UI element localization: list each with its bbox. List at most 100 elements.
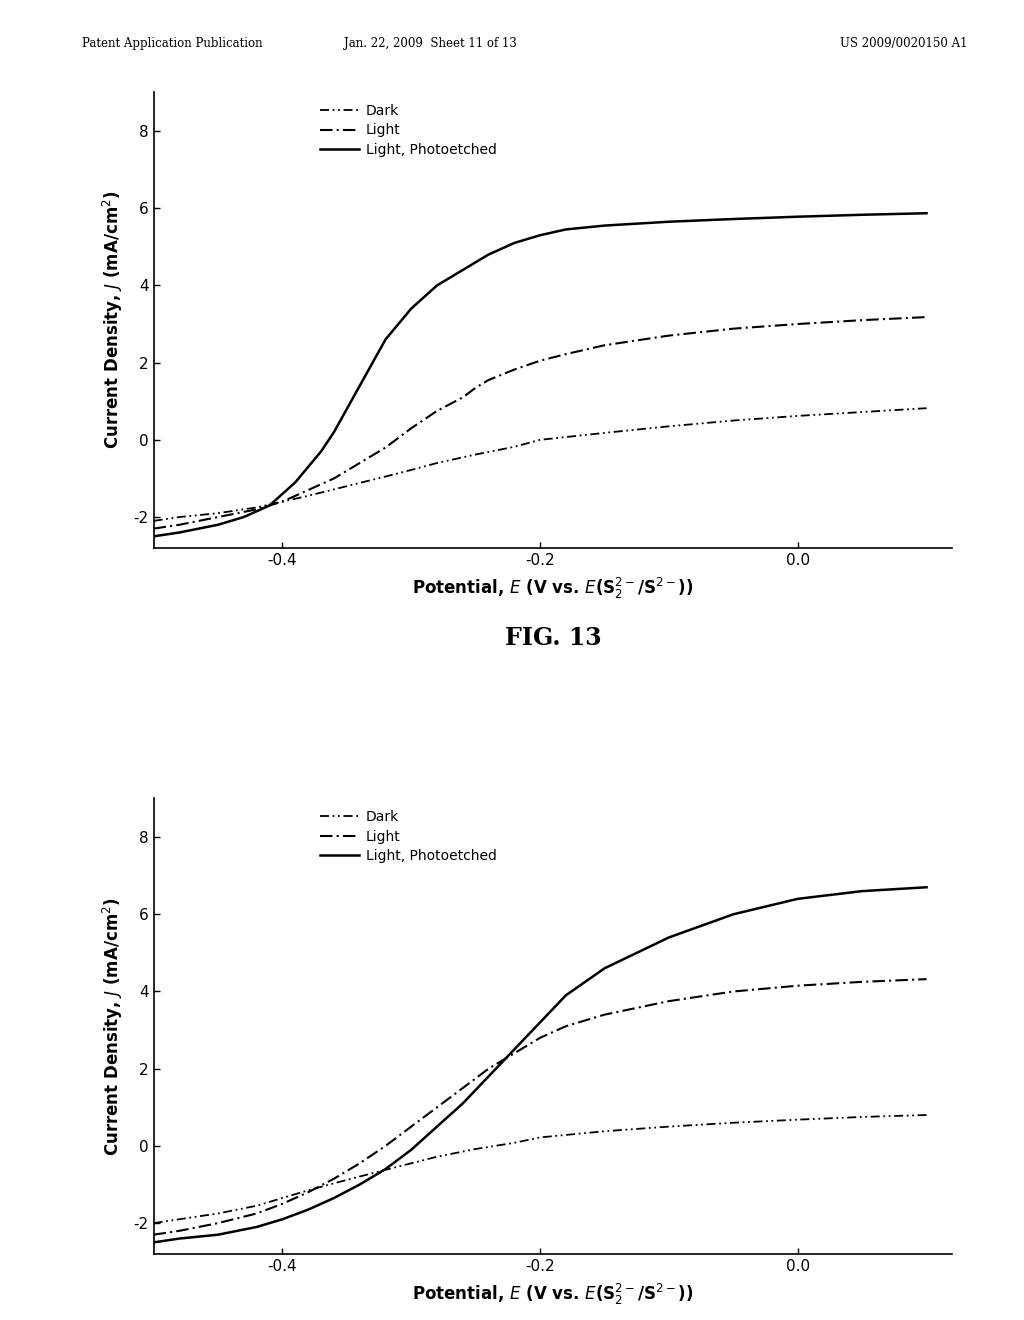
Text: Jan. 22, 2009  Sheet 11 of 13: Jan. 22, 2009 Sheet 11 of 13 [344, 37, 516, 50]
Dark [431, 1148, 443, 1164]
Light [147, 520, 160, 536]
Light, Photoetched [482, 1068, 495, 1084]
Light, Photoetched [431, 277, 443, 293]
X-axis label: Potential, $\mathit{E}$ (V vs. $\mathit{E}$(S$_2^{2-}$/S$^{2-}$)): Potential, $\mathit{E}$ (V vs. $\mathit{… [413, 1282, 693, 1307]
Dark [341, 1172, 353, 1188]
Light [431, 403, 443, 418]
Dark [276, 1191, 289, 1206]
Light [921, 309, 933, 325]
Light, Photoetched [792, 209, 804, 224]
Line: Dark: Dark [154, 1115, 927, 1224]
Light, Photoetched [560, 222, 572, 238]
Light, Photoetched [276, 1212, 289, 1228]
Line: Light: Light [154, 317, 927, 528]
Light [457, 1080, 469, 1096]
Dark [856, 1109, 868, 1125]
Light [379, 1138, 391, 1154]
Light, Photoetched [406, 301, 418, 317]
Light, Photoetched [508, 235, 520, 251]
Light, Photoetched [379, 331, 391, 347]
Light [560, 1018, 572, 1034]
Light [276, 494, 289, 510]
Light, Photoetched [598, 961, 610, 977]
Light, Photoetched [482, 247, 495, 263]
Dark [663, 1118, 675, 1134]
Light, Photoetched [457, 1096, 469, 1111]
Dark [727, 413, 739, 429]
Light, Photoetched [173, 1230, 185, 1246]
Light [482, 1061, 495, 1077]
Light, Photoetched [173, 524, 185, 540]
Dark [534, 1130, 546, 1146]
Dark [792, 408, 804, 424]
Line: Light, Photoetched: Light, Photoetched [154, 214, 927, 536]
Light [508, 362, 520, 378]
Light, Photoetched [238, 510, 250, 525]
Light [147, 1226, 160, 1242]
Text: Patent Application Publication: Patent Application Publication [82, 37, 262, 50]
Dark [431, 455, 443, 471]
Light [457, 389, 469, 405]
Line: Light, Photoetched: Light, Photoetched [154, 887, 927, 1242]
Light [251, 1205, 263, 1221]
Light, Photoetched [276, 486, 289, 502]
Dark [173, 510, 185, 525]
Light [302, 1184, 314, 1200]
Light [431, 1100, 443, 1115]
Legend: Dark, Light, Light, Photoetched: Dark, Light, Light, Photoetched [321, 104, 497, 157]
Light [482, 372, 495, 388]
Dark [470, 446, 482, 462]
Light, Photoetched [328, 424, 340, 440]
Light, Photoetched [560, 987, 572, 1003]
Light [276, 1196, 289, 1212]
Light [560, 346, 572, 362]
Dark [470, 1140, 482, 1156]
Dark [856, 404, 868, 420]
Light, Photoetched [856, 207, 868, 223]
Light, Photoetched [508, 1041, 520, 1057]
Light [508, 1045, 520, 1061]
Dark [663, 418, 675, 434]
Light [212, 510, 224, 525]
Light [328, 1171, 340, 1187]
Light [792, 978, 804, 994]
Light, Photoetched [431, 1118, 443, 1134]
Dark [147, 1216, 160, 1232]
Light, Photoetched [302, 1201, 314, 1217]
Dark [341, 478, 353, 494]
Dark [212, 1205, 224, 1221]
Light, Photoetched [921, 206, 933, 222]
Light, Photoetched [792, 891, 804, 907]
Light [173, 1222, 185, 1238]
Dark [727, 1115, 739, 1131]
Light [598, 1007, 610, 1023]
Light [663, 327, 675, 343]
Legend: Dark, Light, Light, Photoetched: Dark, Light, Light, Photoetched [321, 810, 497, 863]
Light [251, 502, 263, 517]
Light, Photoetched [341, 401, 353, 417]
Dark [251, 499, 263, 515]
Light, Photoetched [289, 474, 301, 490]
Dark [792, 1111, 804, 1127]
Light [727, 321, 739, 337]
Light [663, 993, 675, 1008]
Light [353, 455, 366, 471]
Light, Photoetched [353, 1176, 366, 1192]
Light, Photoetched [147, 528, 160, 544]
Dark [147, 513, 160, 529]
X-axis label: Potential, $\mathit{E}$ (V vs. $\mathit{E}$(S$_2^{2-}$/S$^{2-}$)): Potential, $\mathit{E}$ (V vs. $\mathit{… [413, 576, 693, 601]
Dark [251, 1197, 263, 1213]
Light [856, 313, 868, 329]
Dark [508, 438, 520, 454]
Light [302, 482, 314, 498]
Line: Dark: Dark [154, 408, 927, 521]
Light, Photoetched [598, 218, 610, 234]
Light [173, 517, 185, 533]
Dark [534, 432, 546, 447]
Light, Photoetched [263, 498, 275, 513]
Text: FIG. 13: FIG. 13 [505, 626, 601, 649]
Dark [921, 1107, 933, 1123]
Light, Photoetched [663, 929, 675, 945]
Dark [302, 1183, 314, 1199]
Dark [406, 1155, 418, 1171]
